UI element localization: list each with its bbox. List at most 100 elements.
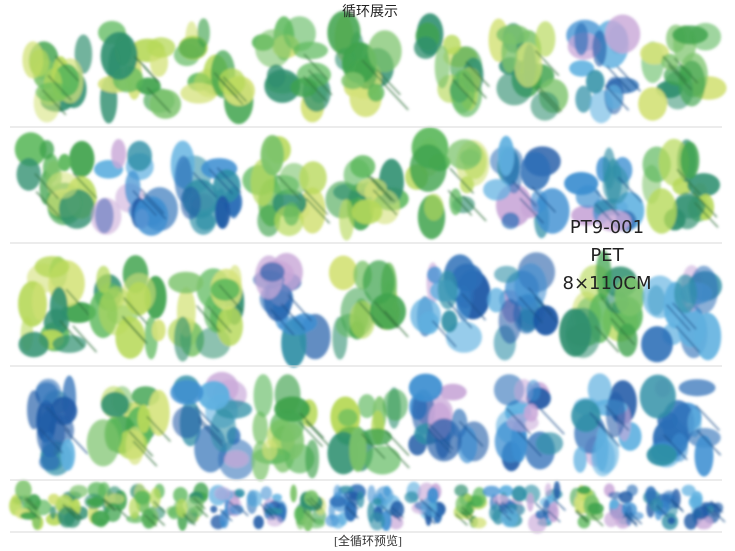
railing bbox=[132, 440, 158, 467]
railing bbox=[59, 320, 84, 348]
foliage bbox=[39, 453, 60, 471]
illustration-tile bbox=[328, 255, 409, 360]
illustration-tile bbox=[522, 481, 566, 534]
foliage bbox=[408, 373, 443, 402]
railing bbox=[303, 189, 329, 216]
foliage bbox=[41, 432, 56, 458]
foliage bbox=[260, 486, 272, 501]
foliage bbox=[494, 265, 520, 283]
railing bbox=[667, 64, 692, 91]
foliage bbox=[574, 22, 589, 56]
foliage bbox=[302, 510, 313, 532]
railing bbox=[617, 176, 643, 203]
foliage bbox=[571, 399, 601, 433]
foliage bbox=[60, 439, 76, 471]
railing bbox=[535, 87, 560, 114]
foliage bbox=[218, 68, 246, 96]
foliage bbox=[58, 189, 95, 229]
railing bbox=[449, 167, 475, 194]
foliage bbox=[493, 494, 509, 505]
foliage bbox=[520, 151, 551, 191]
foliage bbox=[35, 82, 70, 102]
foliage bbox=[544, 483, 552, 497]
railing bbox=[216, 167, 242, 194]
railing bbox=[380, 504, 394, 517]
foliage bbox=[441, 310, 458, 333]
foliage bbox=[86, 419, 120, 467]
railing bbox=[712, 510, 726, 523]
foliage bbox=[535, 510, 546, 520]
foliage bbox=[535, 21, 556, 57]
foliage bbox=[514, 263, 547, 310]
illustration-tile bbox=[170, 371, 256, 480]
illustration-tile bbox=[367, 485, 405, 532]
foliage bbox=[290, 77, 318, 98]
railing bbox=[465, 61, 490, 88]
foliage bbox=[39, 140, 55, 160]
foliage bbox=[272, 493, 282, 502]
railing bbox=[153, 500, 167, 514]
foliage bbox=[255, 29, 292, 68]
railing bbox=[360, 433, 386, 460]
railing bbox=[590, 514, 604, 527]
railing bbox=[452, 78, 477, 106]
foliage bbox=[18, 331, 50, 358]
foliage bbox=[279, 316, 313, 336]
railing bbox=[594, 203, 620, 230]
foliage bbox=[674, 274, 697, 314]
foliage bbox=[409, 144, 447, 192]
foliage bbox=[299, 161, 327, 195]
foliage bbox=[511, 485, 527, 502]
illustration-tile bbox=[564, 147, 645, 232]
illustration-tile bbox=[208, 484, 249, 530]
foliage bbox=[553, 481, 561, 500]
foliage bbox=[197, 18, 210, 48]
foliage bbox=[646, 188, 677, 234]
foliage bbox=[180, 82, 217, 104]
railing bbox=[624, 512, 638, 525]
foliage bbox=[259, 262, 285, 282]
railing bbox=[427, 505, 441, 518]
railing bbox=[182, 513, 196, 526]
foliage bbox=[111, 139, 127, 169]
foliage bbox=[170, 380, 204, 405]
foliage bbox=[198, 380, 230, 411]
foliage bbox=[694, 312, 722, 361]
railing bbox=[506, 408, 531, 435]
foliage bbox=[526, 379, 541, 402]
illustration-tile bbox=[251, 16, 333, 123]
foliage bbox=[427, 266, 443, 284]
railing bbox=[655, 505, 669, 518]
foliage bbox=[294, 506, 304, 522]
illustration-tile bbox=[482, 485, 527, 528]
foliage bbox=[126, 282, 152, 316]
railing bbox=[195, 304, 221, 333]
railing bbox=[303, 53, 328, 80]
railing bbox=[207, 305, 232, 333]
foliage bbox=[90, 197, 122, 235]
railing bbox=[702, 504, 716, 518]
foliage bbox=[463, 493, 472, 502]
railing bbox=[575, 510, 589, 524]
illustration-tile bbox=[325, 484, 366, 529]
railing bbox=[134, 56, 159, 83]
illustration-tile bbox=[290, 484, 327, 532]
illustration-tile bbox=[408, 373, 489, 464]
railing bbox=[139, 188, 165, 215]
railing bbox=[537, 85, 563, 113]
railing bbox=[384, 84, 409, 111]
railing bbox=[72, 172, 98, 199]
railing bbox=[219, 78, 244, 105]
railing bbox=[519, 197, 545, 224]
foliage bbox=[605, 392, 626, 438]
railing bbox=[676, 168, 702, 195]
foliage bbox=[257, 204, 281, 237]
railing bbox=[610, 317, 635, 346]
foliage bbox=[69, 140, 95, 178]
foliage bbox=[86, 497, 103, 507]
railing bbox=[606, 65, 631, 92]
railing bbox=[194, 406, 220, 433]
foliage bbox=[450, 69, 475, 114]
